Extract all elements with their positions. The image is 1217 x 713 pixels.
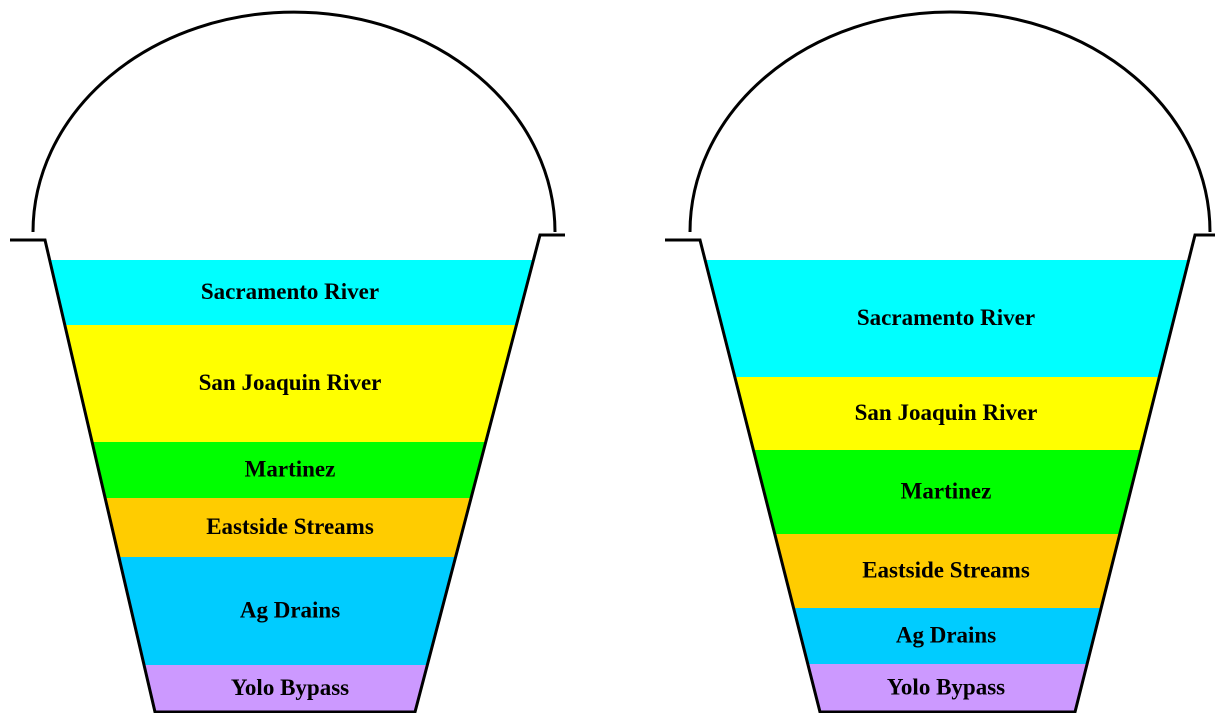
bucket-diagram: Sacramento River San Joaquin River Martine… — [0, 0, 1217, 713]
layer-label: Eastside Streams — [862, 557, 1030, 582]
layer-label: Sacramento River — [201, 279, 379, 304]
layer-label: Sacramento River — [857, 305, 1035, 330]
layer-label: San Joaquin River — [199, 370, 382, 395]
layer-label: Ag Drains — [896, 622, 996, 647]
layer-label: Eastside Streams — [206, 514, 374, 539]
bucket-handle — [690, 12, 1210, 232]
bucket-fill — [0, 260, 600, 712]
layer-label: Yolo Bypass — [887, 674, 1005, 699]
layer-label: Ag Drains — [240, 597, 340, 622]
layer-label: Martinez — [245, 456, 336, 481]
layer-label: Yolo Bypass — [231, 675, 349, 700]
bucket-handle — [33, 12, 555, 232]
layer-label: San Joaquin River — [855, 400, 1038, 425]
layer-label: Martinez — [901, 478, 992, 503]
